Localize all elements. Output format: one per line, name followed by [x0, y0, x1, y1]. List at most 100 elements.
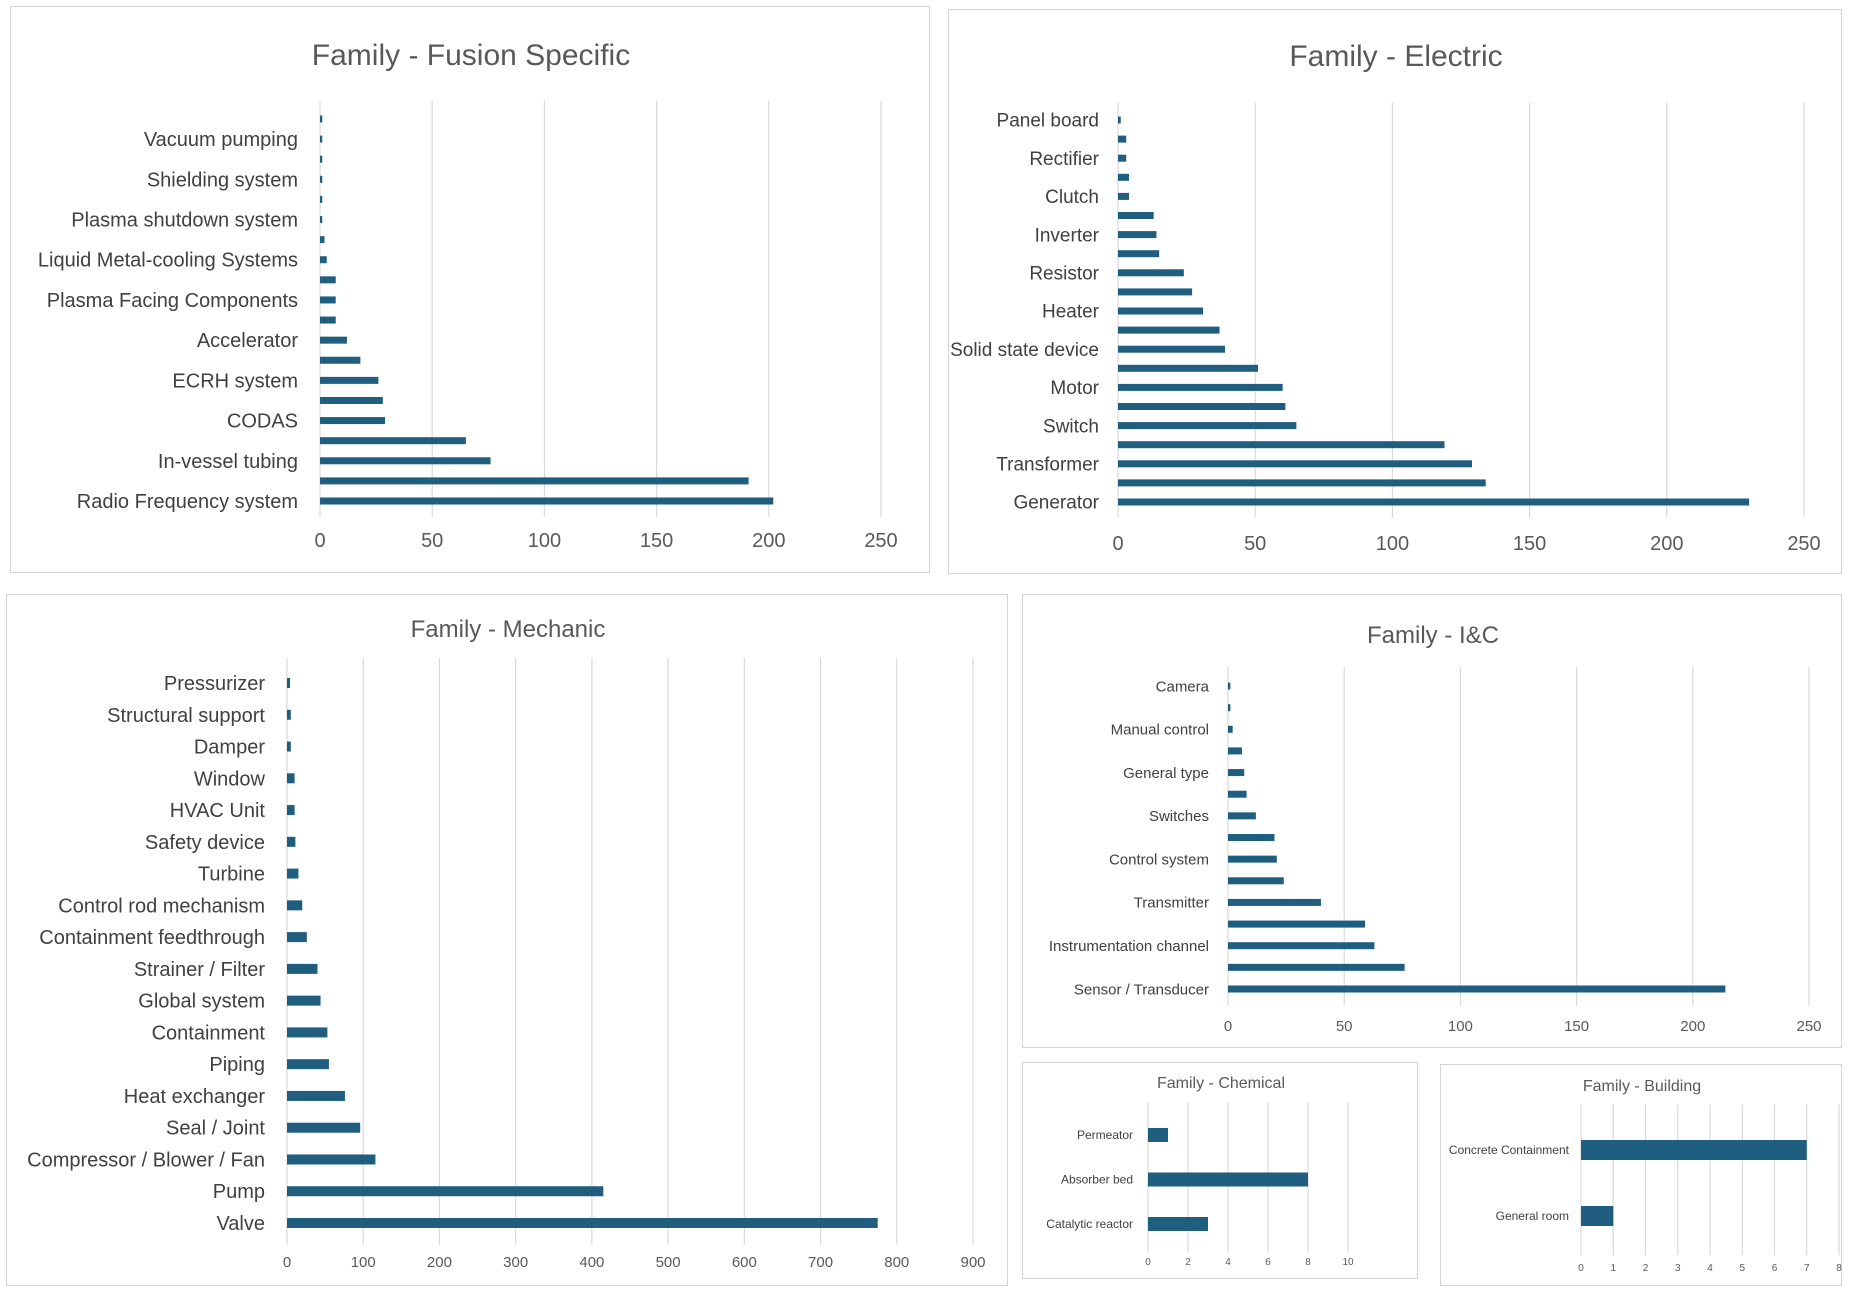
- category-label: Catalytic reactor: [1046, 1217, 1133, 1231]
- bar: [287, 805, 295, 816]
- bar: [1148, 1172, 1308, 1187]
- bar: [1228, 877, 1284, 885]
- category-label: Manual control: [1111, 722, 1209, 739]
- category-label: Control system: [1109, 851, 1209, 868]
- x-tick-label: 0: [314, 530, 325, 552]
- chart-building: Family - Building 0 1 2 3 4 5 6 7 8 Concrete Conta…: [1449, 1078, 1842, 1274]
- bar: [1118, 250, 1160, 258]
- category-label: Window: [194, 768, 266, 790]
- x-tick-label: 8: [1836, 1263, 1842, 1274]
- category-label: Seal / Joint: [166, 1118, 265, 1140]
- x-tick-label: 100: [351, 1254, 376, 1271]
- category-label: Permeator: [1077, 1128, 1133, 1142]
- category-label: Heater: [1042, 302, 1100, 323]
- category-label: Turbine: [198, 864, 265, 886]
- bar: [320, 417, 386, 425]
- category-label: Resistor: [1029, 263, 1099, 284]
- bar: [1118, 231, 1157, 239]
- bar: [1581, 1206, 1614, 1226]
- bar: [1118, 288, 1193, 296]
- chart-fusion: Family - Fusion Specific 0 50 100 150 200 250 V…: [38, 39, 898, 552]
- bar: [1228, 725, 1233, 733]
- category-label: Vacuum pumping: [144, 129, 298, 151]
- bar: [1118, 383, 1283, 391]
- x-tick-label: 8: [1305, 1257, 1311, 1268]
- x-tick-label: 150: [1513, 533, 1546, 555]
- x-tick-label: 10: [1342, 1257, 1354, 1268]
- category-label: Switches: [1149, 808, 1209, 825]
- bar: [1228, 747, 1242, 755]
- bar: [1118, 498, 1750, 506]
- bar: [1118, 326, 1220, 334]
- bar: [320, 356, 361, 364]
- category-label: Plasma shutdown system: [71, 210, 298, 232]
- bar: [320, 296, 336, 304]
- chart-electric: Family - Electric 0 50 100 150 200 250 Panel bo…: [950, 40, 1821, 555]
- bar: [1118, 403, 1286, 410]
- bar: [1118, 116, 1121, 124]
- bar: [1228, 834, 1275, 841]
- bar: [1148, 1128, 1168, 1142]
- bar: [320, 195, 323, 203]
- category-label: Heat exchanger: [124, 1086, 266, 1108]
- chart-title: Family - Fusion Specific: [312, 39, 630, 72]
- category-label: General type: [1123, 765, 1209, 782]
- category-label: HVAC Unit: [170, 800, 266, 822]
- category-label: Piping: [209, 1054, 265, 1076]
- bar: [1228, 704, 1231, 712]
- bar: [287, 1090, 345, 1101]
- x-tick-label: 900: [960, 1254, 985, 1271]
- chart-panel-ic: Family - I&C 0 50 100 150 200 250 Camera Manual …: [1022, 594, 1842, 1048]
- x-tick-label: 2: [1185, 1257, 1191, 1268]
- bar: [1228, 920, 1366, 928]
- bar: [287, 1218, 878, 1228]
- bar: [1118, 307, 1204, 315]
- x-tick-label: 50: [1244, 533, 1266, 555]
- category-label: Structural support: [107, 705, 265, 727]
- bar: [1228, 963, 1405, 971]
- chart-title: Family - Mechanic: [411, 616, 606, 643]
- x-tick-label: 3: [1675, 1263, 1681, 1274]
- category-label: Transmitter: [1134, 895, 1209, 912]
- chart-panel-fusion: Family - Fusion Specific 0 50 100 150 200 250 V…: [10, 6, 930, 573]
- x-tick-label: 1: [1610, 1263, 1616, 1274]
- bar: [1228, 682, 1231, 690]
- x-tick-label: 6: [1265, 1257, 1271, 1268]
- category-label: Absorber bed: [1061, 1173, 1133, 1187]
- x-tick-label: 100: [1448, 1018, 1473, 1035]
- bar: [320, 236, 325, 244]
- bar: [1118, 269, 1184, 277]
- bar: [320, 175, 323, 183]
- category-label: In-vessel tubing: [158, 451, 298, 473]
- x-tick-label: 4: [1225, 1257, 1231, 1268]
- category-label: Plasma Facing Components: [47, 290, 298, 312]
- category-label: Valve: [216, 1213, 265, 1235]
- category-label: CODAS: [227, 411, 298, 433]
- category-label: Shielding system: [147, 169, 298, 191]
- category-label: Sensor / Transducer: [1074, 981, 1209, 998]
- bar: [287, 963, 318, 974]
- category-label: Instrumentation channel: [1049, 938, 1209, 955]
- bar: [1118, 422, 1297, 430]
- x-tick-label: 800: [884, 1254, 909, 1271]
- category-label: Inverter: [1035, 225, 1100, 246]
- bar: [320, 256, 327, 264]
- bar: [287, 836, 296, 847]
- category-label: Global system: [138, 991, 265, 1013]
- category-label: ECRH system: [172, 370, 298, 392]
- bar: [1228, 769, 1245, 777]
- bar: [1118, 479, 1486, 487]
- category-label: Radio Frequency system: [77, 491, 298, 513]
- x-tick-label: 200: [1650, 533, 1683, 555]
- bar: [1228, 985, 1726, 993]
- x-tick-label: 200: [752, 530, 785, 552]
- x-tick-label: 250: [864, 530, 897, 552]
- category-label: Generator: [1013, 493, 1099, 514]
- bar: [1228, 898, 1321, 906]
- x-tick-label: 250: [1796, 1018, 1821, 1035]
- bar: [287, 1027, 328, 1038]
- bar: [287, 900, 303, 911]
- chart-panel-mechanic: Family - Mechanic 0 100 200 300 400 500 600 700 8…: [6, 594, 1008, 1286]
- bar: [287, 678, 291, 688]
- bar: [320, 457, 491, 465]
